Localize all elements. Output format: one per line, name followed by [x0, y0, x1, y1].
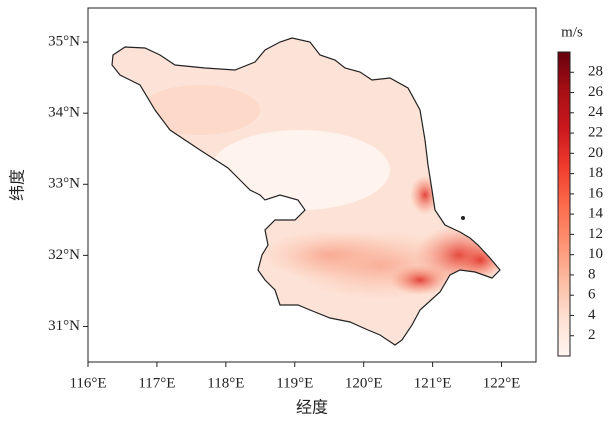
- x-tick-label: 118°E: [207, 375, 244, 391]
- y-tick-label: 34°N: [48, 105, 80, 121]
- colorbar-tick-label: 20: [588, 145, 603, 161]
- y-tick-label: 31°N: [48, 318, 80, 334]
- x-axis-label: 经度: [296, 398, 328, 417]
- x-tick-label: 120°E: [345, 375, 383, 391]
- colorbar-tick-label: 26: [588, 84, 604, 100]
- y-tick-label: 33°N: [48, 176, 80, 192]
- colorbar-tick-label: 18: [588, 165, 603, 181]
- colorbar: [557, 51, 571, 357]
- colorbar-tick-label: 10: [588, 246, 603, 262]
- x-tick-label: 119°E: [276, 375, 313, 391]
- colorbar-tick-label: 24: [588, 104, 604, 120]
- y-axis-label: 纬度: [8, 169, 27, 201]
- colorbar-tick-label: 4: [588, 307, 596, 323]
- province-outline: [111, 37, 501, 346]
- colorbar-tick-label: 2: [588, 327, 596, 343]
- colorbar-tick-label: 8: [588, 266, 596, 282]
- colorbar-tick-label: 16: [588, 185, 604, 201]
- x-tick-label: 116°E: [69, 375, 106, 391]
- y-tick-label: 35°N: [48, 34, 80, 50]
- x-tick-label: 121°E: [414, 375, 452, 391]
- island: [461, 216, 465, 220]
- colorbar-tick-label: 28: [588, 64, 603, 80]
- colorbar-tick-label: 22: [588, 125, 603, 141]
- x-tick-label: 117°E: [138, 375, 175, 391]
- colorbar-tick-label: 6: [588, 287, 596, 303]
- y-tick-label: 32°N: [48, 247, 80, 263]
- colorbar-label: m/s: [561, 24, 583, 40]
- colorbar-tick-label: 12: [588, 226, 603, 242]
- x-tick-label: 122°E: [483, 375, 521, 391]
- colorbar-tick-label: 14: [588, 206, 604, 222]
